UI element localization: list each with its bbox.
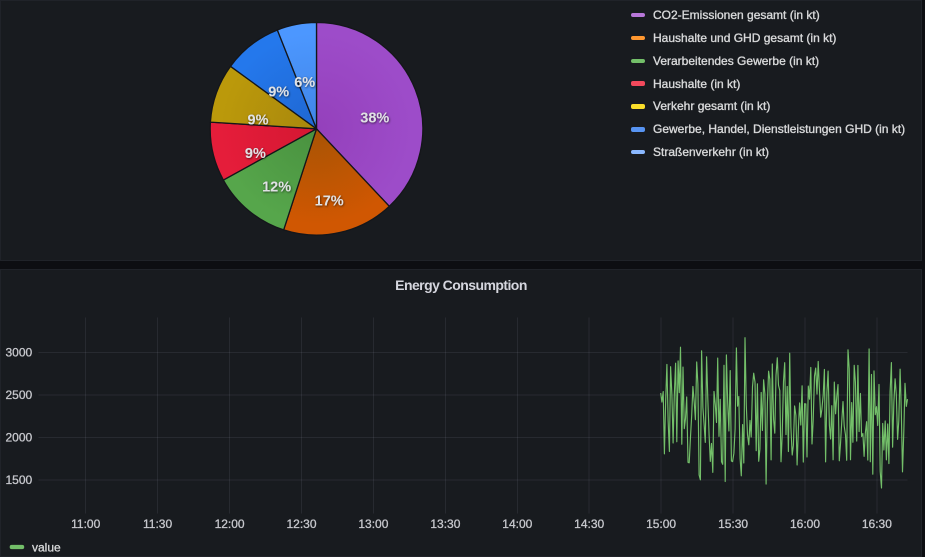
svg-text:17%: 17%: [315, 194, 344, 210]
svg-text:16:00: 16:00: [790, 517, 820, 531]
svg-text:15:00: 15:00: [646, 517, 676, 531]
svg-text:12:00: 12:00: [215, 517, 245, 531]
svg-text:12%: 12%: [262, 180, 291, 196]
svg-text:6%: 6%: [294, 75, 315, 91]
svg-text:9%: 9%: [245, 146, 266, 162]
svg-text:9%: 9%: [248, 113, 269, 129]
svg-text:9%: 9%: [268, 84, 289, 100]
svg-text:16:30: 16:30: [862, 517, 892, 531]
svg-text:13:00: 13:00: [358, 517, 388, 531]
svg-text:14:30: 14:30: [574, 517, 604, 531]
svg-text:14:00: 14:00: [502, 517, 532, 531]
svg-text:2000: 2000: [5, 431, 32, 445]
svg-text:13:30: 13:30: [430, 517, 460, 531]
svg-text:12:30: 12:30: [286, 517, 316, 531]
svg-text:3000: 3000: [5, 346, 32, 360]
svg-text:11:30: 11:30: [143, 517, 172, 531]
svg-text:15:30: 15:30: [718, 517, 748, 531]
svg-text:value: value: [32, 541, 61, 555]
svg-text:38%: 38%: [360, 110, 389, 126]
svg-text:11:00: 11:00: [71, 517, 100, 531]
svg-text:1500: 1500: [5, 473, 32, 487]
svg-text:2500: 2500: [5, 388, 32, 402]
